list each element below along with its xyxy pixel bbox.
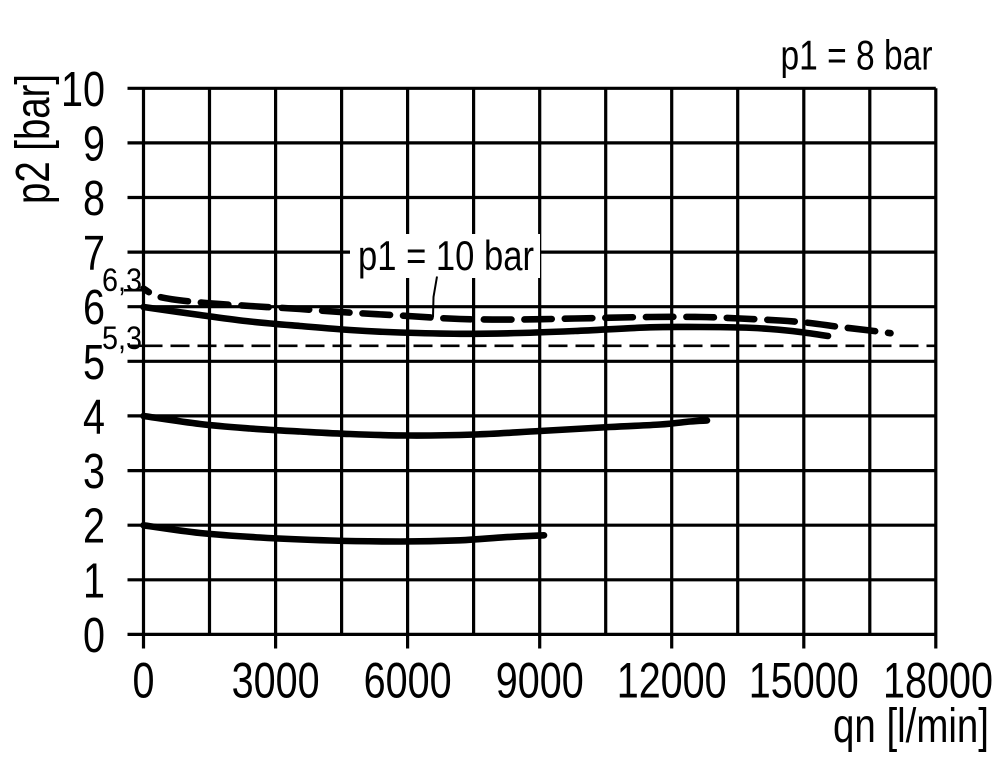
svg-text:3: 3 (83, 445, 105, 499)
svg-text:10: 10 (61, 63, 105, 117)
svg-text:5: 5 (83, 336, 105, 390)
svg-text:2: 2 (83, 500, 105, 554)
svg-text:12000: 12000 (617, 653, 727, 709)
svg-text:0: 0 (83, 609, 105, 663)
svg-text:5,3: 5,3 (102, 320, 142, 356)
svg-text:p2 [bar]: p2 [bar] (7, 74, 60, 204)
svg-text:15000: 15000 (749, 653, 859, 709)
svg-text:4: 4 (83, 390, 105, 444)
svg-text:18000: 18000 (883, 653, 993, 709)
svg-text:3000: 3000 (232, 653, 320, 709)
svg-text:6,3: 6,3 (102, 262, 142, 298)
svg-text:9: 9 (83, 117, 105, 171)
svg-text:1: 1 (83, 554, 105, 608)
svg-text:p1 = 10 bar: p1 = 10 bar (358, 232, 534, 279)
svg-text:9000: 9000 (496, 653, 584, 709)
svg-text:qn [l/min]: qn [l/min] (833, 700, 989, 753)
svg-text:6: 6 (83, 281, 105, 335)
svg-text:6000: 6000 (364, 653, 452, 709)
svg-text:p1 = 8 bar: p1 = 8 bar (781, 32, 933, 79)
svg-text:8: 8 (83, 172, 105, 226)
svg-text:7: 7 (83, 227, 105, 281)
svg-text:0: 0 (133, 653, 155, 709)
